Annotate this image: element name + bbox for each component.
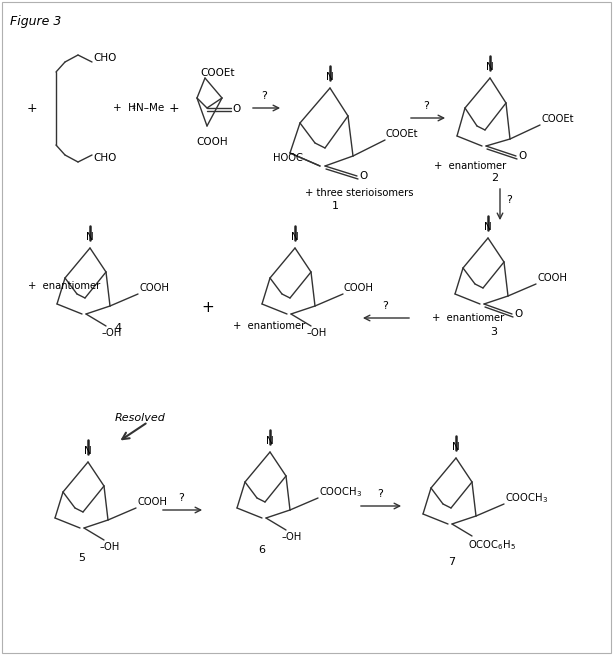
Text: COOH: COOH — [139, 283, 169, 293]
Text: 5: 5 — [78, 553, 85, 563]
Text: N: N — [86, 232, 94, 242]
Text: COOCH$_3$: COOCH$_3$ — [505, 491, 548, 505]
Text: N: N — [291, 232, 299, 242]
Text: 4: 4 — [115, 323, 121, 333]
Text: N: N — [326, 72, 334, 82]
Text: CHO: CHO — [93, 153, 116, 163]
Text: Figure 3: Figure 3 — [10, 15, 61, 28]
Text: $_2$: $_2$ — [131, 103, 137, 113]
Text: ?: ? — [178, 493, 184, 503]
Text: ?: ? — [423, 101, 429, 111]
Text: Resolved: Resolved — [115, 413, 166, 423]
Text: COOEt: COOEt — [200, 68, 235, 78]
Text: –OH: –OH — [282, 532, 302, 542]
Text: +  H: + H — [113, 103, 136, 113]
Text: N–Me: N–Me — [136, 103, 164, 113]
Text: COOEt: COOEt — [386, 129, 419, 139]
Text: +  enantiomer: + enantiomer — [28, 281, 101, 291]
Text: O: O — [232, 104, 240, 114]
Text: –OH: –OH — [307, 328, 327, 338]
Text: ?: ? — [261, 91, 267, 101]
Text: +: + — [27, 102, 37, 115]
Text: COOH: COOH — [137, 497, 167, 507]
Text: N: N — [452, 442, 460, 452]
Text: O: O — [359, 171, 367, 181]
Text: COOEt: COOEt — [541, 114, 574, 124]
Text: +  enantiomer: + enantiomer — [432, 313, 504, 323]
Text: 7: 7 — [449, 557, 455, 567]
Text: 2: 2 — [492, 173, 498, 183]
Text: N: N — [484, 222, 492, 232]
Text: COOH: COOH — [537, 273, 567, 283]
Text: COOCH$_3$: COOCH$_3$ — [319, 485, 362, 499]
Text: –OH: –OH — [100, 542, 120, 552]
Text: N: N — [266, 436, 274, 446]
Text: N: N — [486, 62, 494, 72]
Text: +: + — [169, 102, 180, 115]
Text: OCOC$_6$H$_5$: OCOC$_6$H$_5$ — [468, 538, 516, 552]
Text: 6: 6 — [259, 545, 265, 555]
Text: CHO: CHO — [93, 53, 116, 63]
Text: ?: ? — [382, 301, 388, 311]
Text: 1: 1 — [332, 201, 338, 211]
Text: +  enantiomer: + enantiomer — [434, 161, 506, 171]
Text: + three sterioisomers: + three sterioisomers — [305, 188, 414, 198]
Text: COOH: COOH — [344, 283, 374, 293]
Text: –OH: –OH — [102, 328, 122, 338]
Text: HOOC: HOOC — [273, 153, 303, 163]
Text: +  enantiomer: + enantiomer — [233, 321, 305, 331]
Text: ?: ? — [377, 489, 383, 499]
Text: COOH: COOH — [196, 137, 227, 147]
Text: N: N — [84, 446, 92, 456]
Text: +: + — [202, 301, 215, 316]
Text: O: O — [514, 309, 522, 319]
Text: 3: 3 — [490, 327, 498, 337]
Text: ?: ? — [506, 195, 512, 205]
Text: O: O — [518, 151, 526, 161]
